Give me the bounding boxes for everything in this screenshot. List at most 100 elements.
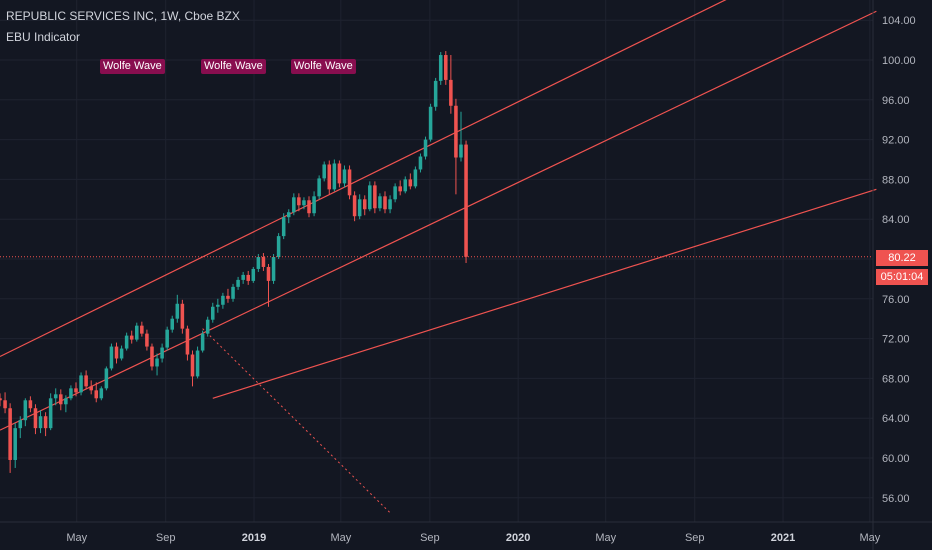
candle-body (170, 318, 175, 330)
candle-body (160, 347, 164, 359)
candle-body (347, 169, 352, 196)
candle-body (307, 200, 311, 214)
candle-body (74, 388, 78, 393)
candle-body (89, 386, 93, 391)
symbol-title[interactable]: REPUBLIC SERVICES INC, 1W, Cboe BZX (6, 9, 240, 23)
candle-body (109, 346, 114, 369)
candle-body (140, 325, 144, 334)
candle-body (195, 350, 200, 377)
candle-body (312, 196, 316, 214)
candle-body (378, 196, 382, 209)
candle-body (231, 286, 235, 299)
time-tick-label: May (859, 532, 880, 544)
candle-body (119, 348, 124, 359)
candle-body (0, 398, 2, 401)
candle-body (342, 169, 347, 184)
candle-body (428, 106, 433, 140)
candle-body (18, 420, 23, 429)
candle-body (454, 105, 458, 158)
time-tick-label: May (595, 532, 616, 544)
candle-body (433, 80, 438, 107)
price-tick-label: 104.00 (882, 15, 916, 27)
candle-body (438, 55, 443, 81)
time-tick-label: 2019 (242, 532, 266, 544)
candle-body (221, 295, 225, 305)
candle-body (53, 394, 58, 399)
price-tick-label: 56.00 (882, 493, 910, 505)
candles (0, 51, 468, 473)
time-tick-label: May (330, 532, 351, 544)
price-tick-label: 92.00 (882, 135, 910, 147)
price-tick-label: 64.00 (882, 413, 910, 425)
trendline (0, 0, 727, 358)
candle-body (200, 333, 205, 351)
last-price-tag: 80.22 (876, 250, 928, 266)
wolfe-wave-badge: Wolfe Wave (100, 59, 165, 74)
candle-body (413, 169, 418, 187)
candle-body (180, 303, 185, 329)
price-axis[interactable]: 56.0060.0064.0068.0072.0076.0080.0084.00… (872, 0, 916, 550)
candle-body (322, 164, 326, 179)
indicator-label[interactable]: EBU Indicator (6, 30, 81, 44)
candle-body (266, 266, 271, 281)
candle-body (373, 185, 377, 209)
candle-body (226, 295, 230, 299)
candle-body (398, 186, 402, 192)
candle-body (261, 257, 266, 267)
countdown-tag: 05:01:04 (876, 269, 928, 285)
candle-body (210, 306, 215, 320)
candle-body (84, 375, 88, 387)
candle-body (256, 257, 261, 269)
candle-body (129, 335, 134, 340)
candle-body (241, 274, 245, 280)
candle-body (317, 178, 321, 197)
candle-body (357, 199, 362, 217)
candle-body (286, 212, 291, 218)
price-tick-label: 84.00 (882, 214, 910, 226)
candle-body (327, 164, 332, 190)
candle-body (99, 388, 104, 399)
price-tick-label: 72.00 (882, 334, 910, 346)
candle-body (388, 199, 392, 210)
candle-body (368, 185, 372, 210)
candle-body (464, 144, 468, 257)
candle-body (79, 375, 83, 393)
price-tick-label: 96.00 (882, 95, 910, 107)
candle-body (135, 325, 139, 340)
candle-body (38, 416, 43, 429)
candle-body (383, 196, 387, 210)
wolfe-wave-badge: Wolfe Wave (291, 59, 356, 74)
candle-body (251, 268, 256, 281)
candle-body (13, 428, 17, 460)
candle-body (124, 335, 129, 349)
candle-body (352, 195, 357, 217)
candle-body (94, 390, 99, 399)
candle-body (64, 398, 68, 405)
candle-body (403, 179, 408, 192)
candle-body (155, 358, 159, 367)
candle-body (271, 257, 276, 281)
candle-body (337, 163, 342, 184)
candle-body (165, 329, 169, 348)
candle-body (23, 400, 28, 421)
time-tick-label: Sep (685, 532, 705, 544)
candle-body (175, 303, 180, 319)
candle-body (459, 144, 463, 158)
trendline (0, 10, 877, 431)
trendlines (0, 0, 877, 514)
candle-body (236, 279, 240, 287)
candle-body (216, 304, 220, 307)
candle-body (185, 328, 190, 355)
time-tick-label: Sep (156, 532, 176, 544)
time-axis[interactable]: May Sep 2019 May Sep 2020 May Sep 2021 May (0, 521, 932, 544)
time-tick-label: Sep (420, 532, 440, 544)
candle-body (302, 200, 306, 206)
time-tick-label: 2020 (506, 532, 530, 544)
candle-body (449, 79, 453, 106)
candle-body (104, 368, 109, 389)
candle-body (444, 55, 448, 80)
candle-body (150, 346, 154, 367)
candle-body (59, 394, 63, 405)
time-tick-label: 2021 (771, 532, 795, 544)
